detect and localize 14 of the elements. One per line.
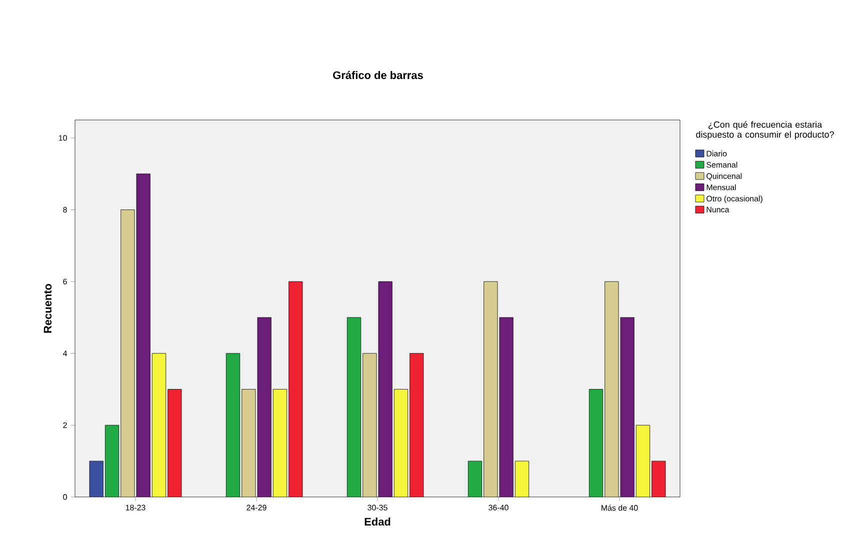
bar xyxy=(272,389,288,497)
y-axis-title: Recuento xyxy=(44,284,52,333)
bar xyxy=(104,424,120,497)
x-axis-title: Edad xyxy=(364,518,390,526)
bar xyxy=(514,460,530,497)
bar xyxy=(468,460,482,497)
bar xyxy=(346,317,362,497)
legend-title: ¿Con qué frecuencia estaria dispuesto a consumir el producto? xyxy=(696,121,834,140)
bar xyxy=(394,389,408,497)
bar xyxy=(588,389,604,497)
bar xyxy=(152,353,166,497)
bar xyxy=(226,353,240,497)
chart-title: Gráfico de barras xyxy=(333,70,423,80)
bar xyxy=(636,424,650,497)
